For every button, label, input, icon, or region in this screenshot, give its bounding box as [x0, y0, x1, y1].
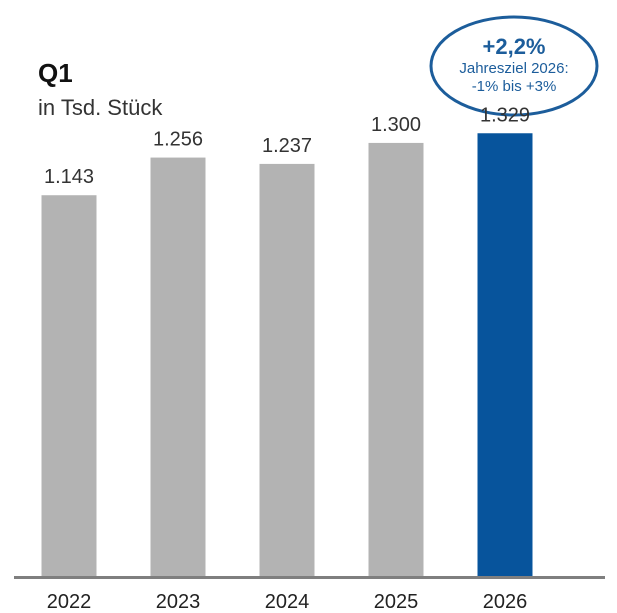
- x-tick-label-2023: 2023: [156, 591, 201, 613]
- x-tick-label-2025: 2025: [374, 591, 419, 613]
- badge-target-range: -1% bis +3%: [471, 78, 557, 95]
- bar-2025: [368, 142, 424, 576]
- data-label-2022: 1.143: [44, 166, 94, 188]
- x-tick-label-2022: 2022: [47, 591, 92, 613]
- chart-title: Q1: [38, 58, 73, 88]
- bar-2022: [41, 195, 97, 577]
- bar-2026: [477, 133, 533, 576]
- data-label-2024: 1.237: [262, 135, 312, 157]
- data-label-2025: 1.300: [371, 114, 421, 136]
- badge-ellipse: [429, 15, 599, 117]
- bar-2024: [259, 163, 315, 576]
- badge-growth-value: +2,2%: [482, 34, 546, 59]
- data-label-2026: 1.329: [480, 104, 530, 126]
- bar-2023: [150, 157, 206, 576]
- x-tick-label-2026: 2026: [483, 591, 528, 613]
- annual-target-badge: +2,2% Jahresziel 2026: -1% bis +3%: [428, 14, 600, 118]
- badge-target-label: Jahresziel 2026:: [459, 60, 569, 77]
- data-label-2023: 1.256: [153, 129, 203, 151]
- chart-subtitle: in Tsd. Stück: [38, 95, 163, 120]
- x-tick-label-2024: 2024: [265, 591, 310, 613]
